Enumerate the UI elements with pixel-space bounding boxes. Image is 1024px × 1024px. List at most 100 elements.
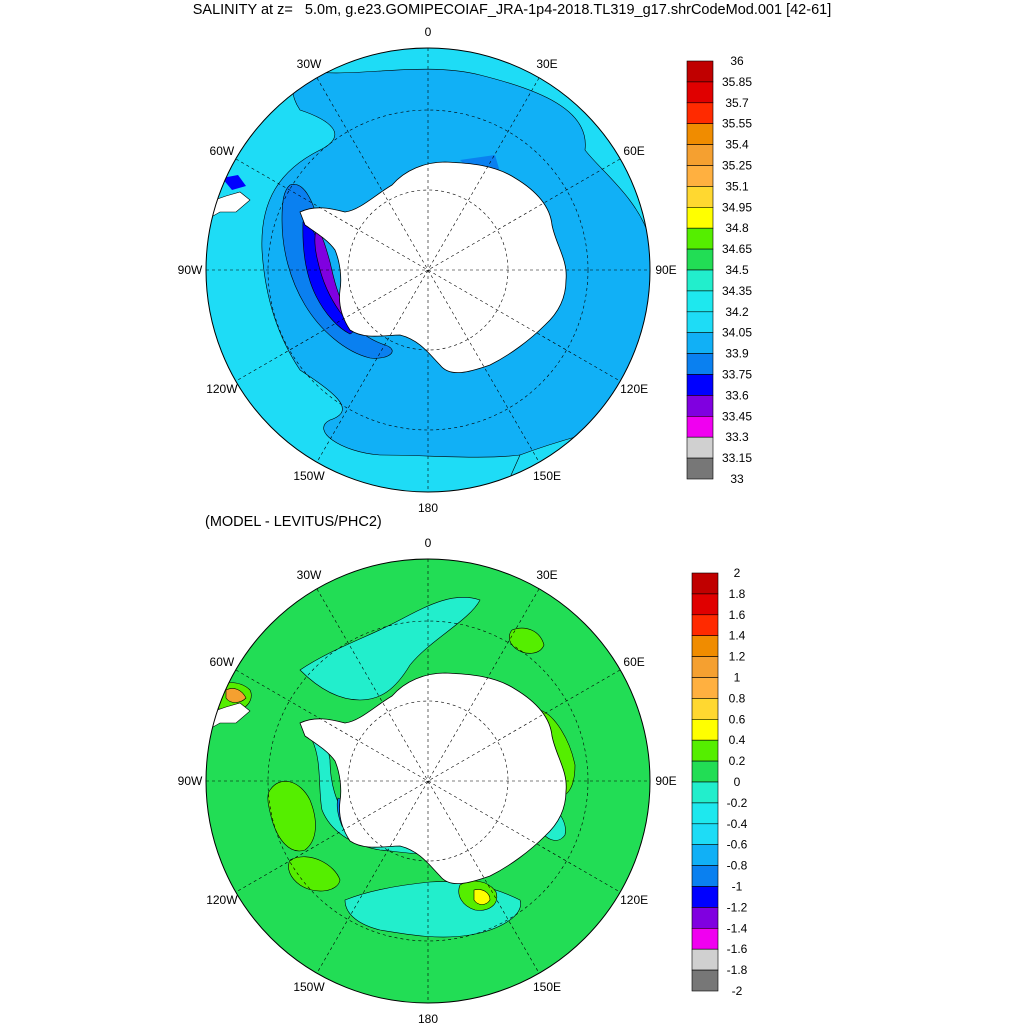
colorbar-swatch — [686, 81, 714, 104]
difference-yellow-120e — [473, 889, 491, 905]
difference-orange-sa — [225, 688, 247, 703]
colorbar-swatch — [691, 718, 719, 741]
longitude-label: 0 — [425, 536, 432, 550]
difference-map: 0 30E 60E 90E 120E 150E 180 150W 120W 90W 60W 30W — [178, 536, 677, 1024]
figure-title: SALINITY at z= 5.0m, g.e23.GOMIPECOIAF_J… — [192, 2, 832, 18]
longitude-labels-top: 0 30E 60E 90E 120E 150E 180 150W 120W 90W 60W 30W — [178, 25, 677, 515]
colorbar-swatch — [686, 144, 714, 166]
colorbar-swatch — [686, 395, 714, 417]
colorbar-label: 34.05 — [722, 326, 752, 340]
colorbar-swatch — [686, 374, 714, 396]
colorbar-swatch — [686, 353, 714, 375]
colorbar-swatch — [686, 227, 714, 250]
longitude-label: 30E — [536, 568, 557, 582]
colorbar-label: 35.1 — [725, 179, 749, 193]
colorbar-swatch — [691, 593, 719, 616]
colorbar-label: 35.55 — [722, 117, 752, 131]
colorbar-swatch — [691, 677, 719, 699]
colorbar-label: 34.95 — [722, 200, 752, 214]
longitude-label: 180 — [418, 1012, 438, 1024]
colorbar-label: 33.45 — [722, 409, 752, 423]
colorbar-swatch — [691, 739, 719, 762]
colorbar-label: 0.8 — [729, 691, 746, 705]
colorbar-swatch — [691, 802, 719, 825]
longitude-label: 150E — [533, 980, 561, 994]
colorbar-label: -1 — [732, 880, 743, 894]
longitude-label: 60E — [623, 655, 644, 669]
colorbar-label: -1.2 — [727, 900, 748, 914]
colorbar-swatch — [686, 332, 714, 354]
map-border-bottom — [205, 558, 651, 1004]
colorbar-swatch — [686, 248, 714, 271]
colorbar-swatch — [691, 969, 719, 992]
colorbar-swatch — [686, 436, 714, 459]
colorbar-swatch — [691, 572, 719, 595]
colorbar-swatch — [691, 907, 719, 929]
longitude-label: 90W — [178, 774, 203, 788]
difference-colorbar: 2 1.8 1.6 1.4 1.2 1 0.8 0.6 0.4 0.2 0 -0.2 -0.4 -0.6 -… — [691, 566, 748, 998]
colorbar-label: 1.6 — [729, 608, 746, 622]
colorbar-label: 33.9 — [725, 347, 749, 361]
longitude-label: 120E — [620, 893, 648, 907]
colorbar-swatch — [686, 269, 714, 292]
longitude-label: 30W — [297, 568, 322, 582]
colorbar-label: 34.65 — [722, 242, 752, 256]
colorbar-swatch — [691, 948, 719, 971]
colorbar-swatch — [691, 927, 719, 950]
longitude-label: 30W — [297, 57, 322, 71]
colorbar-label: 34.2 — [725, 305, 749, 319]
colorbar-label: 34.35 — [722, 284, 752, 298]
colorbar-swatch — [686, 457, 714, 480]
difference-pos-120w — [288, 856, 341, 892]
longitude-label: 120W — [206, 382, 238, 396]
colorbar-swatch — [691, 886, 719, 908]
colorbar-swatch — [686, 123, 714, 145]
colorbar-swatch — [686, 290, 714, 313]
colorbar-label: 34.5 — [725, 263, 749, 277]
colorbar-label: 0.4 — [729, 733, 746, 747]
colorbar-swatch — [691, 635, 719, 657]
longitude-label: 90W — [178, 263, 203, 277]
longitude-label: 60W — [210, 655, 235, 669]
colorbar-label: 0.6 — [729, 712, 746, 726]
longitude-label: 150W — [293, 980, 325, 994]
longitude-label: 60E — [623, 144, 644, 158]
colorbar-label: 34.8 — [725, 221, 749, 235]
colorbar-label: 1 — [734, 671, 741, 685]
colorbar-label: -0.4 — [727, 817, 748, 831]
colorbar-swatch — [691, 823, 719, 845]
colorbar-swatch — [686, 415, 714, 438]
colorbar-swatch — [691, 865, 719, 887]
colorbar-label: -1.8 — [727, 963, 748, 977]
difference-pos-90w — [267, 781, 316, 852]
colorbar-label: 0 — [734, 775, 741, 789]
colorbar-label: -0.6 — [727, 838, 748, 852]
difference-subtitle: (MODEL - LEVITUS/PHC2) — [205, 514, 382, 530]
colorbar-swatch — [691, 656, 719, 678]
colorbar-swatch — [686, 60, 714, 83]
colorbar-label: -0.2 — [727, 796, 748, 810]
colorbar-label: 1.4 — [729, 629, 746, 643]
graticule-bottom — [206, 559, 650, 1003]
longitude-label: 30E — [536, 57, 557, 71]
colorbar-swatch — [686, 102, 714, 125]
colorbar-label: -0.8 — [727, 859, 748, 873]
colorbar-label: 33.6 — [725, 388, 749, 402]
colorbar-label: 35.25 — [722, 159, 752, 173]
longitude-label: 90E — [655, 774, 676, 788]
longitude-label: 180 — [418, 501, 438, 515]
colorbar-label: 33 — [730, 472, 744, 486]
colorbar-label: 33.3 — [725, 430, 749, 444]
colorbar-swatch — [691, 614, 719, 636]
colorbar-swatch — [691, 781, 719, 804]
difference-pos-30e — [509, 627, 545, 654]
colorbar-swatch — [686, 207, 714, 229]
colorbar-swatch — [686, 165, 714, 187]
longitude-label: 120E — [620, 382, 648, 396]
colorbar-swatch — [686, 186, 714, 208]
longitude-label: 150W — [293, 469, 325, 483]
longitude-label: 150E — [533, 469, 561, 483]
colorbar-swatch — [686, 311, 714, 333]
colorbar-label: 36 — [730, 54, 744, 68]
